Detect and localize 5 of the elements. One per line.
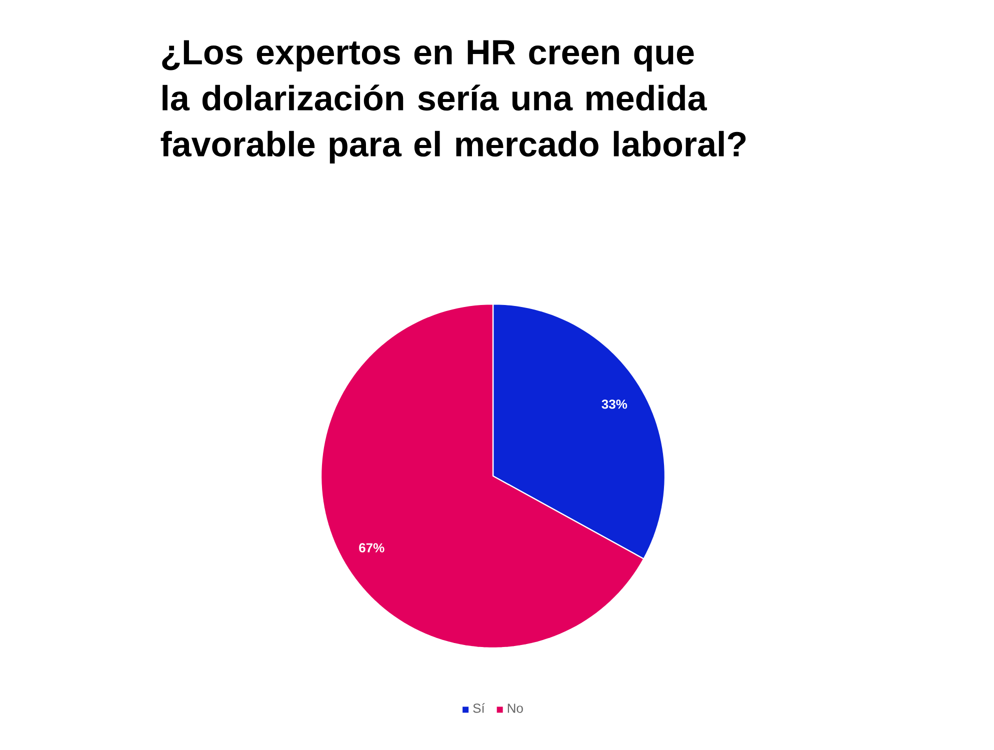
- data-label: 33%: [602, 400, 628, 409]
- legend-label: Sí: [473, 703, 485, 713]
- chart-title: ¿Los expertos en HR creen que la dolarización sería una medida favorable para el mercado laboral?: [160, 40, 746, 164]
- data-label: 67%: [359, 543, 384, 552]
- legend-label: No: [508, 704, 523, 713]
